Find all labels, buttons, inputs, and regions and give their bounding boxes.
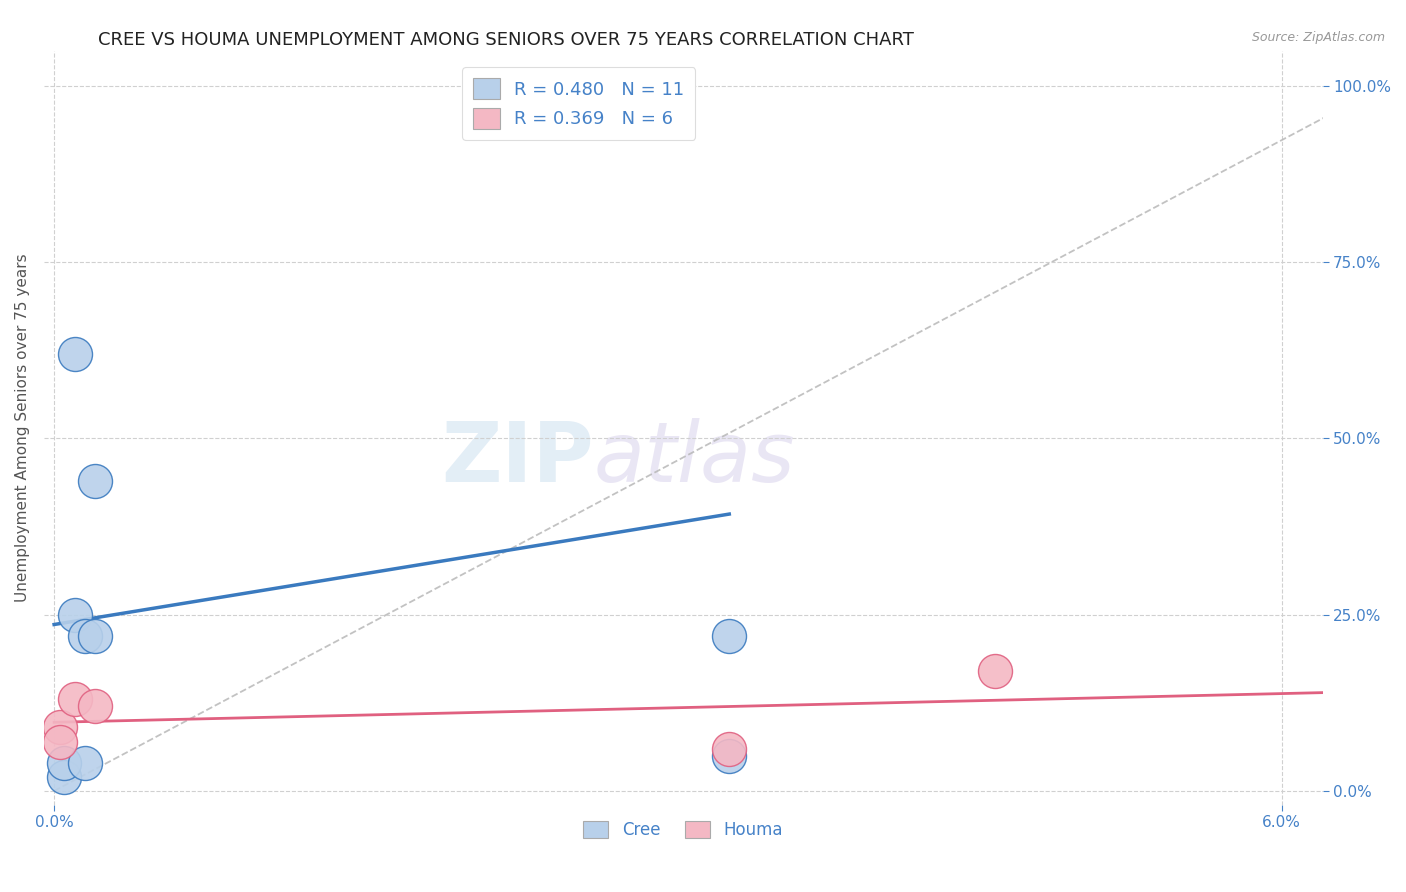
Legend: Cree, Houma: Cree, Houma xyxy=(576,814,790,846)
Point xyxy=(84,629,107,643)
Point xyxy=(718,741,741,756)
Point xyxy=(84,474,107,488)
Point xyxy=(984,664,1007,678)
Point xyxy=(49,721,72,735)
Point xyxy=(718,629,741,643)
Point xyxy=(84,699,107,714)
Point xyxy=(718,748,741,763)
Point xyxy=(73,629,96,643)
Text: CREE VS HOUMA UNEMPLOYMENT AMONG SENIORS OVER 75 YEARS CORRELATION CHART: CREE VS HOUMA UNEMPLOYMENT AMONG SENIORS… xyxy=(98,31,914,49)
Point xyxy=(616,100,638,114)
Text: atlas: atlas xyxy=(593,417,796,499)
Point xyxy=(53,756,76,770)
Point xyxy=(49,734,72,748)
Y-axis label: Unemployment Among Seniors over 75 years: Unemployment Among Seniors over 75 years xyxy=(15,253,30,602)
Point xyxy=(63,607,86,622)
Point xyxy=(73,756,96,770)
Point xyxy=(53,770,76,784)
Text: Source: ZipAtlas.com: Source: ZipAtlas.com xyxy=(1251,31,1385,45)
Text: ZIP: ZIP xyxy=(441,417,593,499)
Point xyxy=(63,347,86,361)
Point xyxy=(63,692,86,706)
